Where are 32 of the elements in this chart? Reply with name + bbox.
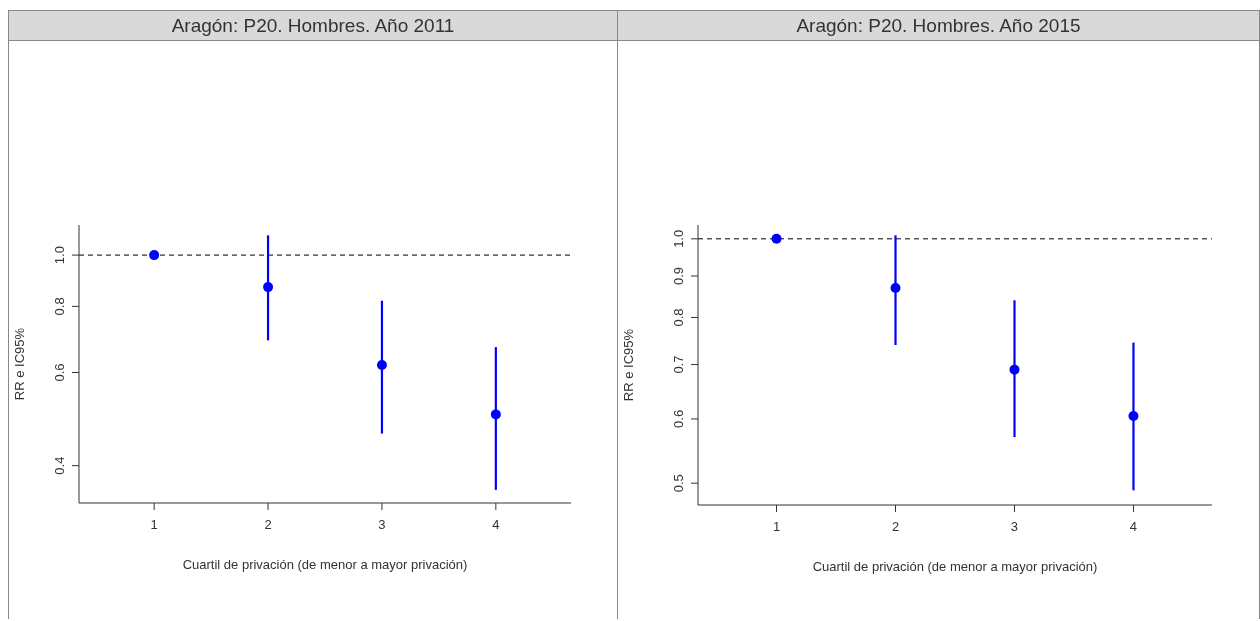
point <box>490 409 501 420</box>
x-axis-title: Cuartil de privación (de menor a mayor privación) <box>182 557 468 572</box>
y-axis-title: RR e IC95% <box>620 328 636 402</box>
y-tick-label: 0.6 <box>671 409 686 428</box>
y-tick-label: 0.6 <box>52 363 67 382</box>
y-tick-label: 1.0 <box>52 246 67 265</box>
x-tick-label: 2 <box>264 517 272 533</box>
point <box>1128 410 1139 421</box>
point <box>149 250 160 261</box>
y-tick-label: 0.8 <box>671 308 686 327</box>
chart-title: Aragón: P20. Hombres. Año 2011 <box>9 11 617 41</box>
x-tick-label: 1 <box>150 517 158 533</box>
y-axis-title: RR e IC95% <box>11 327 27 401</box>
x-tick-label: 3 <box>378 517 386 533</box>
x-axis-title: Cuartil de privación (de menor a mayor privación) <box>812 559 1098 574</box>
chart-title: Aragón: P20. Hombres. Año 2015 <box>618 11 1259 41</box>
x-tick-label: 4 <box>1129 519 1138 535</box>
x-tick-label: 4 <box>492 517 500 533</box>
point <box>890 282 901 293</box>
y-tick-label: 0.7 <box>671 355 686 374</box>
point <box>263 282 274 293</box>
point <box>376 359 387 370</box>
y-tick-label: 0.5 <box>671 474 686 493</box>
y-tick-label: 0.4 <box>52 456 67 475</box>
x-tick-label: 2 <box>891 519 900 535</box>
y-tick-label: 1.0 <box>671 229 686 248</box>
point <box>1009 364 1020 375</box>
point <box>771 233 782 244</box>
x-tick-label: 1 <box>772 519 781 535</box>
y-tick-label: 0.8 <box>52 297 67 316</box>
x-tick-label: 3 <box>1010 519 1019 535</box>
y-tick-label: 0.9 <box>671 266 686 286</box>
